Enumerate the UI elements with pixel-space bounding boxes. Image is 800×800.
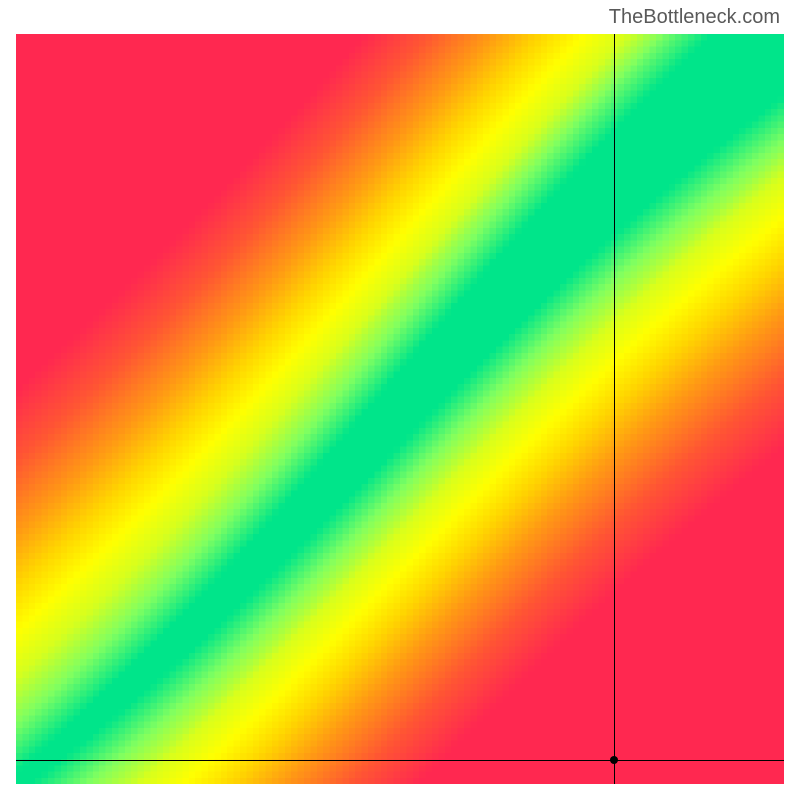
crosshair-marker <box>610 756 618 764</box>
bottleneck-heatmap <box>16 34 784 784</box>
watermark-text: TheBottleneck.com <box>609 6 780 29</box>
crosshair-vertical <box>614 34 615 784</box>
heatmap-canvas <box>16 34 784 784</box>
crosshair-horizontal <box>16 760 784 761</box>
